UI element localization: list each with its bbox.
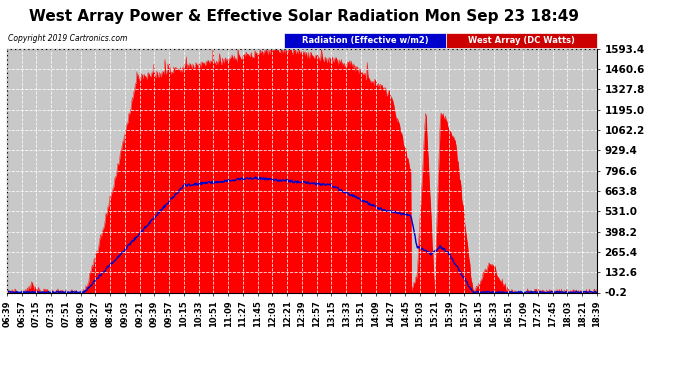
Text: Copyright 2019 Cartronics.com: Copyright 2019 Cartronics.com — [8, 34, 128, 43]
FancyBboxPatch shape — [446, 33, 597, 48]
Text: West Array Power & Effective Solar Radiation Mon Sep 23 18:49: West Array Power & Effective Solar Radia… — [28, 9, 579, 24]
FancyBboxPatch shape — [284, 33, 446, 48]
Text: Radiation (Effective w/m2): Radiation (Effective w/m2) — [302, 36, 428, 45]
Text: West Array (DC Watts): West Array (DC Watts) — [469, 36, 575, 45]
